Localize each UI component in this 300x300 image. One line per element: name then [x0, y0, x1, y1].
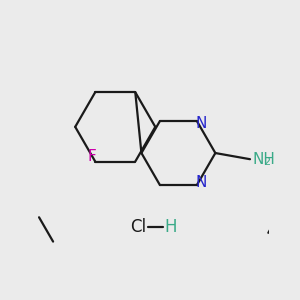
Text: Cl: Cl: [130, 218, 146, 236]
Text: NH: NH: [252, 152, 275, 167]
Text: 2: 2: [263, 157, 270, 166]
Text: F: F: [87, 149, 96, 164]
Text: H: H: [164, 218, 177, 236]
Text: N: N: [195, 116, 206, 131]
Text: N: N: [195, 175, 206, 190]
